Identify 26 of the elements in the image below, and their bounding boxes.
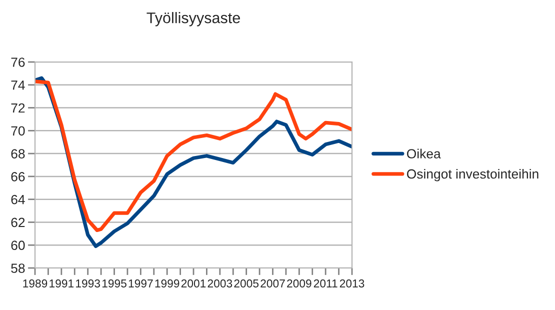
chart-title: Työllisyysaste [146, 12, 240, 26]
x-tick-label: 2013 [340, 279, 364, 288]
y-tick-label: 72 [11, 103, 25, 113]
x-tick-label: 2001 [181, 279, 206, 288]
y-tick-label: 62 [11, 218, 25, 228]
legend-label: Osingot investointeihin [406, 168, 538, 182]
y-tick-label: 76 [11, 58, 25, 67]
legend-label: Oikea [406, 148, 441, 158]
x-tick-label: 1991 [50, 279, 74, 288]
x-tick-label: 1993 [76, 279, 100, 288]
x-tick-label: 2003 [208, 279, 232, 288]
x-tick-label: 2007 [260, 279, 285, 288]
y-tick-label: 74 [11, 80, 25, 90]
y-tick-label: 70 [11, 126, 25, 136]
y-tick-label: 64 [11, 194, 25, 204]
y-tick-label: 60 [11, 240, 25, 250]
y-tick-label: 58 [11, 264, 25, 273]
x-tick-label: 1995 [102, 279, 126, 288]
x-tick-label: 2005 [234, 279, 259, 288]
x-tick-label: 2009 [287, 279, 312, 288]
x-tick-label: 1997 [128, 279, 153, 288]
y-tick-label: 66 [11, 172, 25, 182]
y-tick-label: 68 [11, 149, 25, 158]
x-tick-label: 1999 [155, 279, 180, 288]
x-tick-label: 1989 [23, 279, 48, 288]
x-tick-label: 2011 [314, 279, 338, 288]
